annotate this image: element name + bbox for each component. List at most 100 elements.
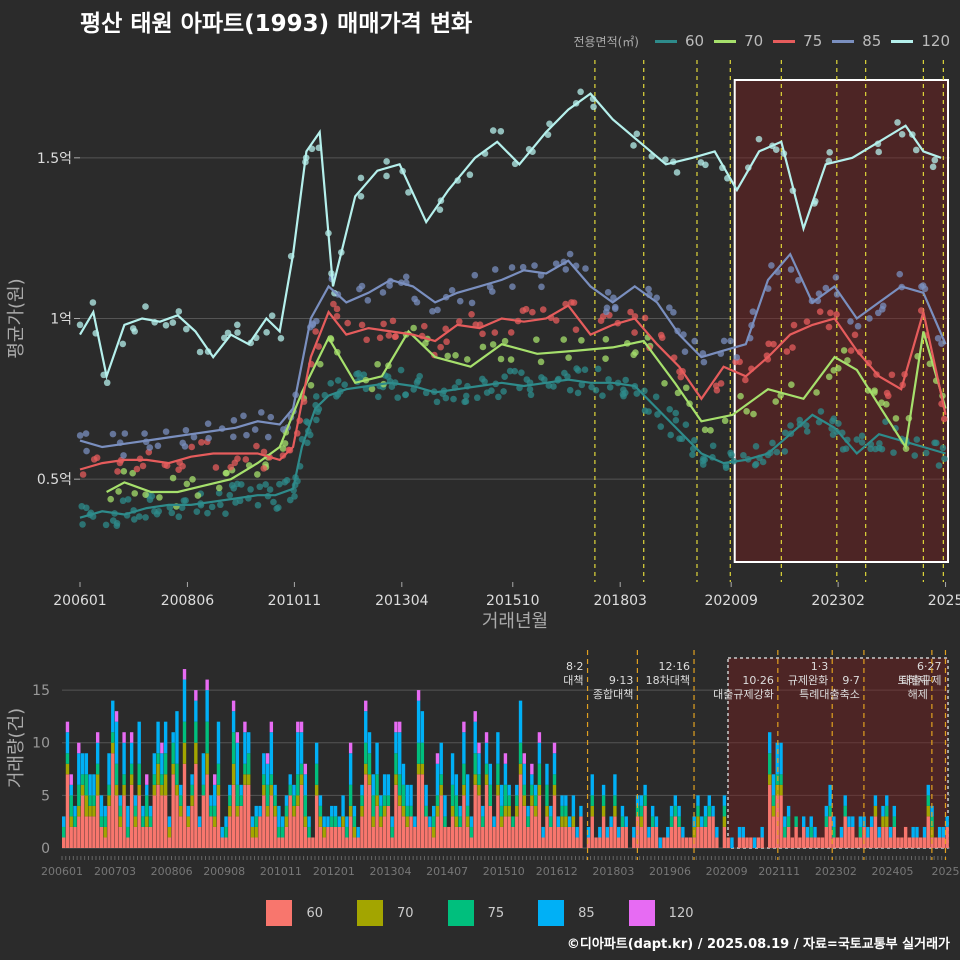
chart-title: 평산 태원 아파트(1993) 매매가격 변화: [80, 11, 473, 37]
volume-bar-60: [488, 805, 493, 848]
volume-bar-70: [299, 774, 304, 785]
volume-bar-85: [84, 753, 89, 775]
price-point-75: [770, 340, 777, 348]
volume-bar-70: [194, 742, 198, 764]
volume-bar-85: [314, 742, 319, 764]
price-point-85: [720, 337, 728, 345]
volume-bar-60: [314, 795, 319, 848]
legend-item-70[interactable]: 70: [714, 32, 763, 50]
volume-bar-85: [658, 837, 662, 848]
legend-item-60[interactable]: 60: [654, 32, 704, 50]
price-point-75: [333, 312, 341, 320]
volume-bar-85: [65, 732, 70, 754]
volume-bar-60: [296, 805, 300, 848]
price-point-120: [175, 308, 183, 315]
price-point-120: [755, 135, 763, 143]
price-point-60: [657, 423, 665, 430]
price-point-60: [178, 504, 186, 512]
volume-legend-item-85[interactable]: 85: [538, 900, 595, 926]
price-point-75: [539, 306, 547, 313]
volume-bar-85: [783, 816, 787, 827]
volume-bar-120: [530, 763, 534, 775]
volume-bar-70: [420, 763, 425, 775]
volume-bar-60: [639, 826, 644, 848]
volume-bar-70: [775, 784, 779, 796]
volume-bar-60: [416, 774, 421, 848]
price-point-60: [678, 435, 686, 443]
price-point-85: [604, 289, 612, 296]
volume-bar-85: [492, 816, 496, 827]
volume-bar-70: [885, 816, 889, 827]
price-point-70: [223, 469, 230, 477]
volume-bar-85: [481, 805, 485, 817]
volume-bar-60: [428, 826, 432, 848]
legend-item-85[interactable]: 85: [832, 32, 881, 50]
volume-bar-70: [771, 805, 776, 817]
volume-bar-85: [197, 816, 202, 827]
volume-bar-75: [114, 763, 119, 785]
price-point-75: [330, 300, 337, 308]
legend-item-75[interactable]: 75: [773, 32, 822, 50]
volume-bar-85: [390, 816, 394, 827]
volume-bar-85: [635, 795, 640, 806]
price-point-85: [364, 297, 372, 304]
volume-bar-60: [209, 816, 213, 848]
price-point-60: [119, 497, 127, 505]
volume-legend-item-120[interactable]: 120: [628, 900, 694, 926]
price-point-85: [429, 307, 436, 315]
price-point-60: [691, 437, 698, 444]
price-point-70: [701, 426, 709, 434]
volume-bar-75: [209, 805, 213, 817]
volume-bar-85: [77, 753, 81, 785]
volume-legend-item-75[interactable]: 75: [447, 900, 504, 926]
price-point-60: [450, 395, 457, 403]
volume-policy-label: 12·16: [659, 660, 691, 673]
volume-bar-70: [269, 784, 274, 796]
volume-bar-60: [401, 816, 406, 848]
price-point-85: [205, 434, 212, 442]
volume-bar-60: [722, 826, 727, 848]
volume-bar-85: [843, 795, 847, 806]
price-point-60: [538, 374, 545, 381]
volume-bar-60: [220, 837, 224, 848]
volume-bar-60: [443, 826, 447, 848]
price-point-85: [146, 444, 154, 451]
volume-bar-120: [394, 721, 398, 733]
volume-bar-120: [299, 721, 304, 733]
price-point-85: [121, 430, 129, 437]
volume-bar-75: [526, 816, 530, 827]
price-point-60: [102, 521, 110, 529]
volume-bar-60: [934, 837, 938, 848]
volume-bar-75: [231, 732, 236, 764]
volume-bar-120: [537, 732, 542, 743]
volume-bar-60: [228, 816, 232, 848]
volume-bar-60: [586, 837, 591, 848]
volume-bar-70: [450, 805, 455, 817]
volume-legend-item-60[interactable]: 60: [266, 900, 323, 926]
volume-bar-60: [201, 795, 206, 848]
price-x-tick-label: 200806: [161, 593, 215, 609]
volume-bar-120: [145, 774, 149, 785]
volume-bar-70: [137, 784, 141, 796]
volume-bar-85: [401, 763, 406, 785]
volume-legend-item-70[interactable]: 70: [357, 900, 414, 926]
volume-bar-85: [364, 711, 368, 743]
price-point-120: [183, 325, 190, 333]
price-point-75: [572, 326, 580, 333]
legend-item-120[interactable]: 120: [891, 32, 950, 50]
price-point-60: [312, 393, 320, 400]
volume-bar-60: [654, 826, 659, 848]
price-point-120: [103, 379, 111, 387]
volume-bar-120: [160, 742, 164, 754]
volume-bar-75: [265, 784, 270, 806]
price-point-85: [267, 413, 275, 421]
volume-bar-75: [779, 774, 783, 785]
volume-bar-60: [858, 837, 863, 848]
volume-bar-85: [432, 805, 436, 817]
volume-bar-75: [182, 721, 187, 743]
volume-bar-85: [307, 816, 311, 827]
volume-bar-120: [348, 742, 353, 754]
volume-bar-75: [352, 816, 357, 827]
volume-x-tick-label: 202405: [871, 865, 913, 878]
